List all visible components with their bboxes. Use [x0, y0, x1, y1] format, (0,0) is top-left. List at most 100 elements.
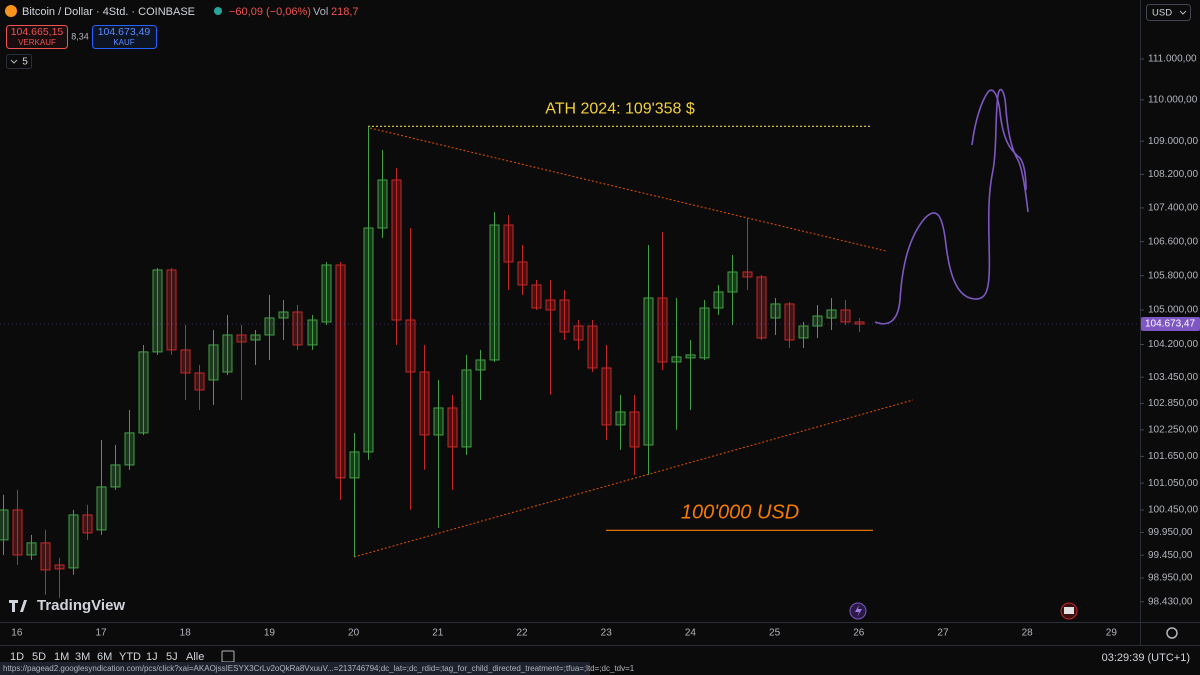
x-tick-label: 24 — [685, 628, 697, 639]
x-tick-label: 27 — [937, 628, 949, 639]
range-button[interactable]: Alle — [186, 651, 204, 663]
freehand-drawing — [971, 89, 1027, 191]
y-tick-label: 103.450,00 — [1148, 372, 1198, 383]
buy-label[interactable]: KAUF — [113, 38, 134, 47]
y-tick-label: 104.200,00 — [1148, 339, 1198, 350]
range-button[interactable]: 1M — [54, 651, 69, 663]
y-tick-label: 106.600,00 — [1148, 236, 1198, 247]
x-tick-label: 19 — [264, 628, 276, 639]
x-tick-label: 26 — [853, 628, 865, 639]
candle-body — [475, 359, 486, 371]
candle-body — [531, 284, 542, 309]
y-tick-label: 101.050,00 — [1148, 478, 1198, 489]
logo-text: TradingView — [37, 597, 125, 614]
currency-label[interactable]: USD — [1152, 8, 1172, 19]
y-tick-label: 98.430,00 — [1148, 596, 1193, 607]
candle-body — [826, 309, 837, 319]
chevron-icon — [10, 59, 18, 64]
range-button[interactable]: 3M — [75, 651, 90, 663]
clock: 03:29:39 (UTC+1) — [1102, 652, 1190, 664]
candle-body — [321, 264, 332, 323]
x-tick-label: 16 — [11, 628, 23, 639]
freehand-drawing — [874, 88, 1029, 325]
spread: 8,34 — [71, 31, 89, 41]
candle-body — [405, 319, 416, 373]
settings-button[interactable] — [1166, 627, 1178, 639]
candle-body — [629, 411, 640, 448]
range-button[interactable]: 1D — [10, 651, 24, 663]
candle-body — [307, 319, 318, 346]
y-tick-label: 99.950,00 — [1148, 527, 1193, 538]
candle-body — [559, 299, 570, 333]
symbol-title[interactable]: Bitcoin / Dollar · 4Std. · COINBASE — [22, 6, 195, 18]
range-button[interactable]: 1J — [146, 651, 158, 663]
y-tick-label: 108.200,00 — [1148, 169, 1198, 180]
status-url: https://pagead2.googlesyndication.com/pc… — [3, 664, 635, 673]
candle-body — [124, 432, 135, 466]
candle-body — [12, 509, 23, 556]
range-button[interactable]: 5D — [32, 651, 46, 663]
flag-icon — [1064, 607, 1074, 614]
candle-body — [840, 309, 851, 323]
candle-body — [657, 297, 668, 363]
sell-price[interactable]: 104.665,15 — [11, 26, 64, 38]
range-button[interactable]: YTD — [119, 651, 141, 663]
candle-body — [643, 297, 654, 446]
trend-line-lower — [353, 399, 914, 558]
indicators-count[interactable]: 5 — [22, 57, 28, 68]
x-tick-label: 18 — [180, 628, 192, 639]
y-tick-label: 107.400,00 — [1148, 203, 1198, 214]
y-tick-label: 99.450,00 — [1148, 550, 1193, 561]
market-status — [214, 7, 222, 15]
y-tick-label: 111.000,00 — [1148, 54, 1197, 65]
candle-body — [26, 542, 37, 556]
candle-body — [278, 311, 289, 319]
volume-value: 218,7 — [331, 6, 359, 18]
sell-button[interactable] — [6, 25, 68, 49]
candle-body — [377, 179, 388, 229]
x-tick-label: 20 — [348, 628, 360, 639]
x-tick-label: 29 — [1106, 628, 1118, 639]
sell-label[interactable]: VERKAUF — [18, 38, 56, 47]
indicators-toggle[interactable] — [6, 54, 32, 69]
candle-body — [208, 344, 219, 381]
volume-label: Vol — [313, 6, 328, 18]
x-tick-label: 21 — [432, 628, 444, 639]
price-change: −60,09 (−0,06%) — [229, 6, 311, 18]
candle-body — [742, 271, 753, 278]
candle-body — [391, 179, 402, 321]
y-tick-label: 102.250,00 — [1148, 424, 1198, 435]
candle-body — [96, 486, 107, 531]
candle-body — [335, 264, 346, 479]
symbol-icon — [5, 5, 17, 17]
candle-body — [756, 276, 767, 339]
buy-button[interactable] — [92, 25, 157, 49]
candle-body — [54, 564, 65, 570]
candle-body — [770, 303, 781, 319]
candle-body — [587, 325, 598, 369]
candle-body — [798, 325, 809, 339]
x-tick-label: 23 — [601, 628, 613, 639]
candle-body — [194, 372, 205, 391]
last-price-label: 104.673,47 — [1145, 319, 1195, 330]
candle-body — [573, 325, 584, 341]
candle-body — [517, 261, 528, 286]
range-button[interactable]: 5J — [166, 651, 178, 663]
last-price-tag — [1141, 317, 1200, 332]
currency-dropdown[interactable] — [1146, 4, 1191, 21]
candle-body — [138, 351, 149, 434]
y-tick-label: 110.000,00 — [1148, 95, 1198, 106]
x-tick-label: 17 — [95, 628, 107, 639]
x-tick-label: 25 — [769, 628, 781, 639]
range-button[interactable]: 6M — [97, 651, 112, 663]
candle-body — [601, 367, 612, 426]
candle-body — [489, 224, 500, 361]
buy-price[interactable]: 104.673,49 — [98, 26, 151, 38]
y-tick-label: 102.850,00 — [1148, 398, 1198, 409]
y-tick-label: 98.950,00 — [1148, 573, 1193, 584]
candle-body — [0, 509, 9, 541]
y-tick-label: 109.000,00 — [1148, 136, 1198, 147]
chevron-icon — [1179, 10, 1187, 15]
